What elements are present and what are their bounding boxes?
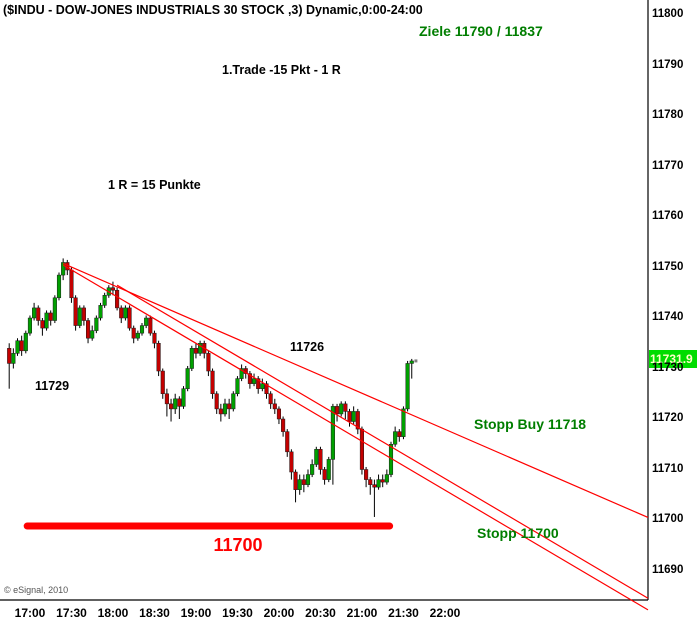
time-tick-label: 18:30 bbox=[139, 606, 170, 620]
price-tick-label: 11780 bbox=[652, 109, 684, 121]
price-tick-label: 11730 bbox=[652, 361, 684, 374]
time-tick-label: 17:30 bbox=[56, 606, 87, 620]
axis-borders bbox=[0, 0, 649, 601]
time-tick-label: 17:00 bbox=[14, 606, 46, 620]
time-tick-label: 19:30 bbox=[222, 606, 253, 620]
price-tick-label: 11750 bbox=[652, 260, 684, 273]
time-tick-label: 18:00 bbox=[97, 606, 129, 620]
time-tick-label: 19:00 bbox=[180, 606, 212, 620]
targets-annotation[interactable]: Ziele 11790 / 11837 bbox=[419, 23, 543, 39]
last-price-marker bbox=[414, 359, 418, 363]
trade-note-annotation[interactable]: 1.Trade -15 Pkt - 1 R bbox=[222, 63, 341, 77]
swing-low-label[interactable]: 11729 bbox=[35, 379, 70, 393]
price-tick-label: 11800 bbox=[652, 8, 684, 20]
trendline-value-label[interactable]: 11726 bbox=[290, 340, 325, 354]
price-tick-label: 11770 bbox=[652, 159, 684, 172]
price-tick-label: 11740 bbox=[652, 311, 684, 323]
support-price-label[interactable]: 11700 bbox=[213, 535, 263, 555]
price-tick-label: 11710 bbox=[652, 462, 684, 475]
time-tick-label: 21:30 bbox=[388, 606, 419, 620]
stopp-buy-annotation[interactable]: Stopp Buy 11718 bbox=[474, 416, 587, 432]
time-tick-label: 21:00 bbox=[346, 606, 378, 620]
time-tick-label: 22:00 bbox=[429, 606, 461, 620]
chart-title: ($INDU - DOW-JONES INDUSTRIALS 30 STOCK … bbox=[3, 3, 423, 17]
time-tick-label: 20:00 bbox=[263, 606, 295, 620]
trendlines[interactable] bbox=[62, 262, 649, 611]
price-tick-label: 11760 bbox=[652, 210, 684, 222]
risk-note-annotation[interactable]: 1 R = 15 Punkte bbox=[108, 178, 201, 192]
time-tick-label: 20:30 bbox=[305, 606, 336, 620]
stopp-annotation[interactable]: Stopp 11700 bbox=[477, 525, 559, 541]
last-price-badge: 11731.9 bbox=[649, 349, 697, 368]
price-tick-label: 11700 bbox=[652, 513, 684, 525]
candlestick-series bbox=[7, 258, 414, 517]
copyright-text: © eSignal, 2010 bbox=[4, 585, 69, 595]
price-tick-label: 11790 bbox=[652, 58, 684, 71]
price-tick-label: 11720 bbox=[652, 412, 684, 424]
price-tick-label: 11690 bbox=[652, 563, 684, 576]
